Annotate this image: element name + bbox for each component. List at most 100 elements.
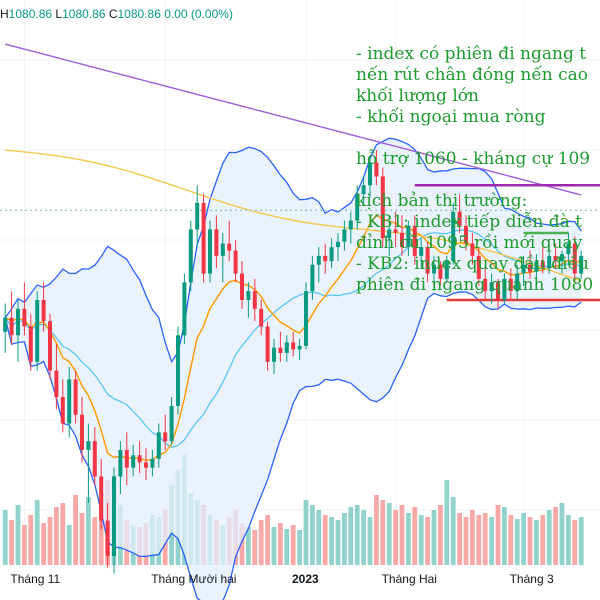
candle-body [361,185,366,195]
candle-body [380,176,385,239]
candle-body [220,243,225,256]
volume-bar [540,515,546,565]
volume-bar [393,510,398,565]
candle-body [28,326,33,362]
bollinger-fill [5,138,582,600]
volume-bar [495,505,501,565]
volume-bar [284,529,290,565]
annotation-line: hỗ trợ 1060 - kháng cự 109 [356,149,591,169]
candle-body [208,229,212,274]
candle-body [112,476,116,556]
candle-body [515,273,520,292]
candle-body [368,162,372,186]
candle-body [240,273,244,300]
annotation-line [356,128,593,149]
annotation-line: đỉnh cũ 1095 rồi mới quay [356,233,583,253]
candle-body [329,247,334,262]
volume-bar [546,510,552,565]
volume-bar [463,517,469,565]
volume-bar [54,507,59,565]
candle-body [528,264,532,272]
candle-body [489,282,494,292]
volume-bar [374,495,379,565]
annotation-line: phiên đi ngang quanh 1080 [356,275,594,295]
volume-bar [534,520,539,565]
candle-body [483,278,488,292]
volume-bar [476,515,482,565]
candle-body [41,300,46,322]
candle-body [323,255,328,262]
candle-body [73,379,78,415]
candle-body [16,308,20,336]
candle-body [566,243,571,255]
volume-bar [34,500,40,565]
volume-bar [444,480,450,565]
volume-bar [425,517,430,565]
annotation-line: kịch bản thị trường: [356,191,528,211]
candle-body [80,414,84,450]
high-label: H [0,7,9,21]
annotation-line [356,170,593,191]
candle-body [99,476,104,521]
volume-bar [278,523,283,565]
candle-body [188,229,193,283]
volume-bar [572,520,578,565]
candle-body [553,255,558,262]
candle-body [560,254,564,262]
candle-body [419,247,424,256]
candle-body [406,225,411,248]
candle-body [176,335,180,406]
annotation-line: nến rút chân đóng nến cao [356,65,589,85]
high-value: 1080.86 [8,7,53,21]
volume-bar [418,515,424,565]
volume-bar [73,495,78,565]
candle-body [131,455,136,468]
candle-body [214,229,219,256]
x-tick-label: Tháng Mười hai [151,572,237,586]
candle-body [137,455,142,463]
candle-body [272,347,276,362]
volume-bar [578,517,584,565]
volume-bar [28,515,34,565]
candle-body [534,261,539,272]
volume-bar [386,503,392,565]
x-tick-label: Tháng 11 [10,572,61,586]
volume-bar [252,530,258,565]
candle-body [156,432,161,459]
candle-body [355,194,360,221]
candle-body [291,342,296,350]
volume-bar [92,517,98,565]
volume-bar [450,497,456,565]
candle-body [438,264,443,279]
candle-body [425,247,430,274]
candle-body [278,347,283,353]
candle-body [118,450,123,477]
volume-bar [438,505,443,565]
candle-body [336,241,340,248]
volume-bar [348,507,354,565]
candle-body [233,250,238,274]
close-label: C [108,7,118,21]
candle-body [3,317,8,332]
bollinger-middle [4,229,582,449]
volume-bar [527,517,533,565]
volume-bar [489,517,494,565]
candle-body [451,211,456,262]
volume-bar [239,523,245,565]
volume-bar [514,519,520,565]
candle-body [105,520,110,556]
analysis-annotation: - index có phiên đi ngang t nến rút chân … [356,44,593,296]
volume-bar [303,500,309,565]
candle-body [387,229,392,239]
candle-body [48,321,52,371]
volume-bar [322,515,328,565]
candle-body [496,282,500,300]
candle-body [201,202,206,274]
candle-body [252,291,257,309]
volume-bar [502,507,507,565]
candle-body [182,282,187,336]
volume-bar [290,525,296,565]
candle-body [310,264,315,292]
candle-body [412,225,417,256]
volume-bar [457,513,462,565]
